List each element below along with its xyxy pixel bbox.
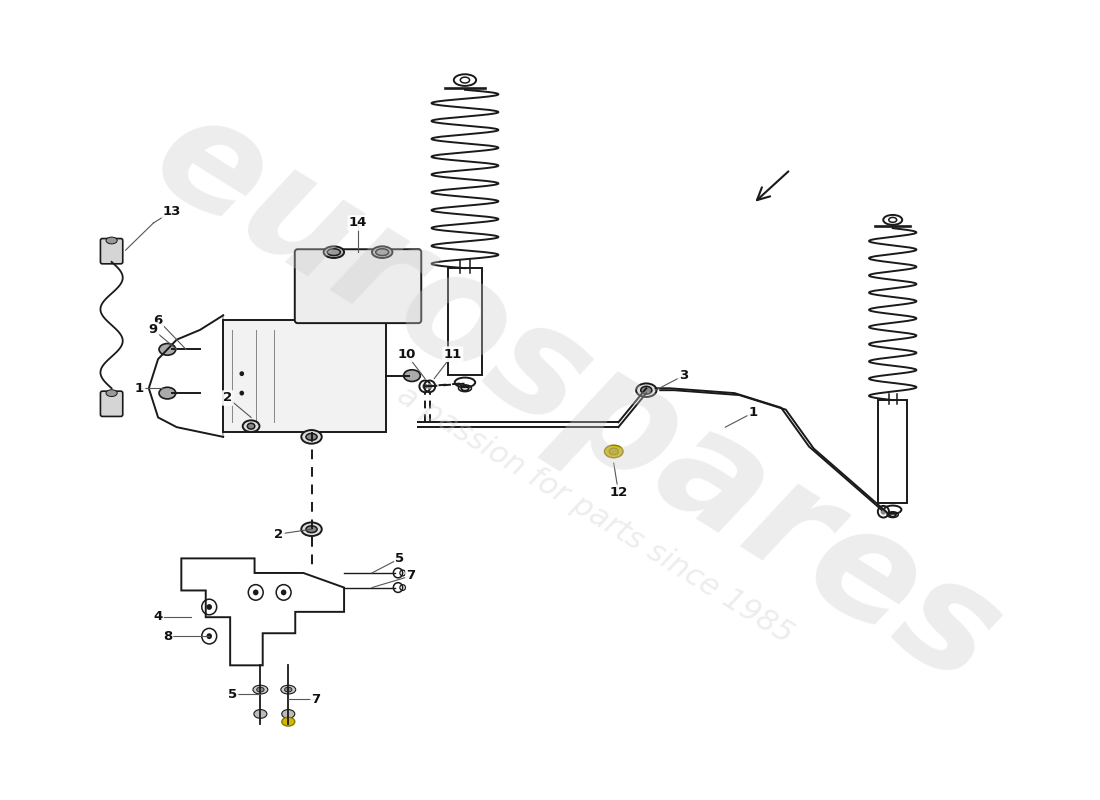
Ellipse shape bbox=[256, 687, 264, 692]
Text: 13: 13 bbox=[163, 205, 182, 218]
Ellipse shape bbox=[106, 390, 118, 397]
Ellipse shape bbox=[306, 526, 317, 533]
Ellipse shape bbox=[328, 249, 340, 255]
Text: eurospares: eurospares bbox=[128, 79, 1025, 717]
Circle shape bbox=[240, 390, 244, 395]
Ellipse shape bbox=[609, 448, 618, 455]
Ellipse shape bbox=[254, 710, 267, 718]
Text: 5: 5 bbox=[395, 552, 405, 565]
Ellipse shape bbox=[253, 686, 267, 694]
Ellipse shape bbox=[372, 246, 393, 258]
Ellipse shape bbox=[243, 420, 260, 432]
Ellipse shape bbox=[636, 383, 657, 397]
Text: 3: 3 bbox=[679, 369, 689, 382]
Text: 8: 8 bbox=[163, 630, 172, 642]
FancyBboxPatch shape bbox=[100, 238, 123, 264]
Circle shape bbox=[280, 590, 286, 595]
Ellipse shape bbox=[376, 249, 388, 255]
Text: 7: 7 bbox=[311, 693, 321, 706]
Text: 2: 2 bbox=[274, 527, 284, 541]
Ellipse shape bbox=[301, 522, 322, 536]
FancyBboxPatch shape bbox=[295, 250, 421, 323]
FancyBboxPatch shape bbox=[100, 391, 123, 417]
Circle shape bbox=[427, 383, 432, 390]
Circle shape bbox=[207, 604, 212, 610]
Circle shape bbox=[207, 634, 212, 639]
Text: 5: 5 bbox=[228, 688, 236, 701]
Ellipse shape bbox=[160, 387, 176, 399]
Text: 9: 9 bbox=[148, 323, 158, 337]
Ellipse shape bbox=[301, 430, 322, 444]
Ellipse shape bbox=[160, 343, 176, 355]
Ellipse shape bbox=[640, 386, 652, 394]
Text: 10: 10 bbox=[397, 348, 416, 361]
Bar bbox=[879, 400, 908, 503]
Text: 12: 12 bbox=[609, 486, 627, 498]
Text: a passion for parts since 1985: a passion for parts since 1985 bbox=[392, 380, 799, 649]
Bar bbox=[223, 320, 386, 432]
Text: 6: 6 bbox=[154, 314, 163, 326]
Ellipse shape bbox=[280, 686, 296, 694]
Ellipse shape bbox=[285, 687, 292, 692]
Bar bbox=[448, 268, 482, 374]
Circle shape bbox=[240, 371, 244, 376]
Text: 4: 4 bbox=[154, 610, 163, 623]
Ellipse shape bbox=[282, 710, 295, 718]
Ellipse shape bbox=[282, 718, 295, 726]
Text: 14: 14 bbox=[349, 217, 367, 230]
Ellipse shape bbox=[404, 370, 420, 382]
Ellipse shape bbox=[604, 445, 623, 458]
Text: 2: 2 bbox=[223, 391, 232, 405]
Ellipse shape bbox=[306, 434, 317, 440]
Ellipse shape bbox=[323, 246, 344, 258]
Text: 7: 7 bbox=[407, 570, 416, 582]
Ellipse shape bbox=[106, 237, 118, 244]
Text: 11: 11 bbox=[443, 348, 462, 361]
Ellipse shape bbox=[248, 423, 255, 429]
Text: 1: 1 bbox=[749, 406, 758, 419]
Circle shape bbox=[253, 590, 258, 595]
Text: 1: 1 bbox=[135, 382, 144, 394]
Circle shape bbox=[881, 509, 887, 514]
Circle shape bbox=[422, 383, 428, 390]
